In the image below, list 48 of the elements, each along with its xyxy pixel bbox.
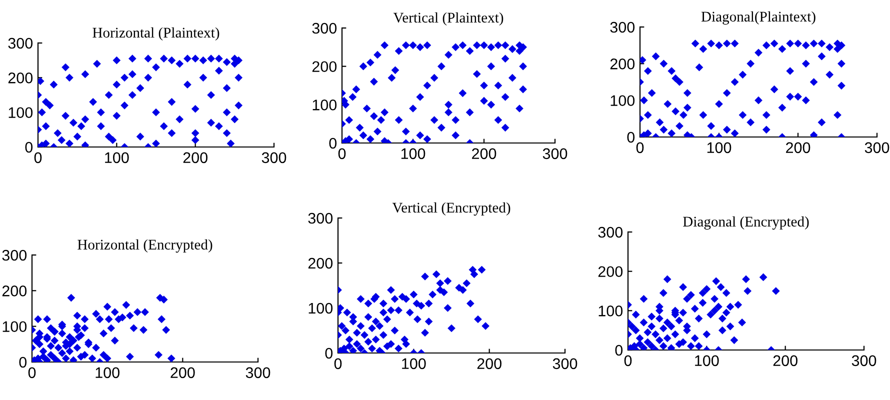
y-tick-label: 300	[312, 22, 337, 34]
x-tick-label: 200	[472, 148, 496, 160]
chart-title: Horizontal (Encrypted)	[78, 239, 212, 253]
y-tick-label: 100	[8, 107, 33, 118]
x-tick-label: 300	[552, 358, 578, 370]
y-tick-label: 0	[627, 132, 635, 143]
chart-title: Diagonal (Encrypted)	[683, 216, 809, 230]
y-tick-label: 100	[610, 95, 635, 106]
y-tick-label: 0	[615, 344, 623, 356]
y-tick-label: 0	[325, 348, 333, 359]
x-tick-label: 100	[96, 367, 120, 378]
y-tick-label: 300	[8, 38, 33, 49]
y-tick-label: 200	[2, 286, 27, 296]
x-tick-label: 100	[401, 148, 426, 160]
x-tick-label: 100	[707, 142, 732, 154]
x-tick-label: 200	[477, 358, 502, 370]
chart-title: Vertical (Encrypted)	[392, 202, 510, 216]
x-tick-label: 100	[695, 355, 719, 366]
x-tick-label: 100	[105, 152, 129, 164]
y-tick-label: 100	[598, 306, 623, 316]
y-tick-label: 100	[2, 321, 27, 332]
x-tick-label: 300	[246, 367, 270, 378]
x-tick-label: 100	[402, 358, 426, 370]
y-tick-label: 300	[598, 226, 623, 238]
y-tick-label: 200	[8, 72, 33, 84]
x-tick-label: 300	[852, 355, 876, 366]
chart-title: Vertical (Plaintext)	[393, 12, 504, 26]
chart-title: Diagonal(Plaintext)	[701, 11, 816, 25]
x-tick-label: 200	[183, 152, 208, 164]
x-tick-label: 200	[773, 355, 798, 366]
x-tick-label: 0	[34, 152, 42, 164]
y-tick-label: 300	[610, 22, 635, 33]
y-tick-label: 300	[308, 212, 333, 224]
chart-title: Horizontal (Plaintext)	[92, 27, 220, 41]
y-tick-label: 300	[2, 250, 27, 261]
x-tick-label: 0	[636, 142, 644, 154]
x-tick-label: 0	[338, 148, 346, 160]
y-tick-label: 200	[610, 58, 635, 70]
x-tick-label: 200	[786, 142, 810, 154]
y-tick-label: 100	[308, 302, 333, 314]
x-tick-label: 200	[170, 367, 195, 378]
y-tick-label: 200	[308, 258, 333, 269]
x-tick-label: 300	[542, 148, 568, 160]
y-tick-label: 100	[312, 100, 337, 110]
x-tick-label: 300	[262, 152, 286, 164]
y-tick-label: 200	[312, 61, 337, 72]
y-tick-label: 200	[598, 266, 623, 278]
x-tick-label: 300	[864, 142, 890, 154]
